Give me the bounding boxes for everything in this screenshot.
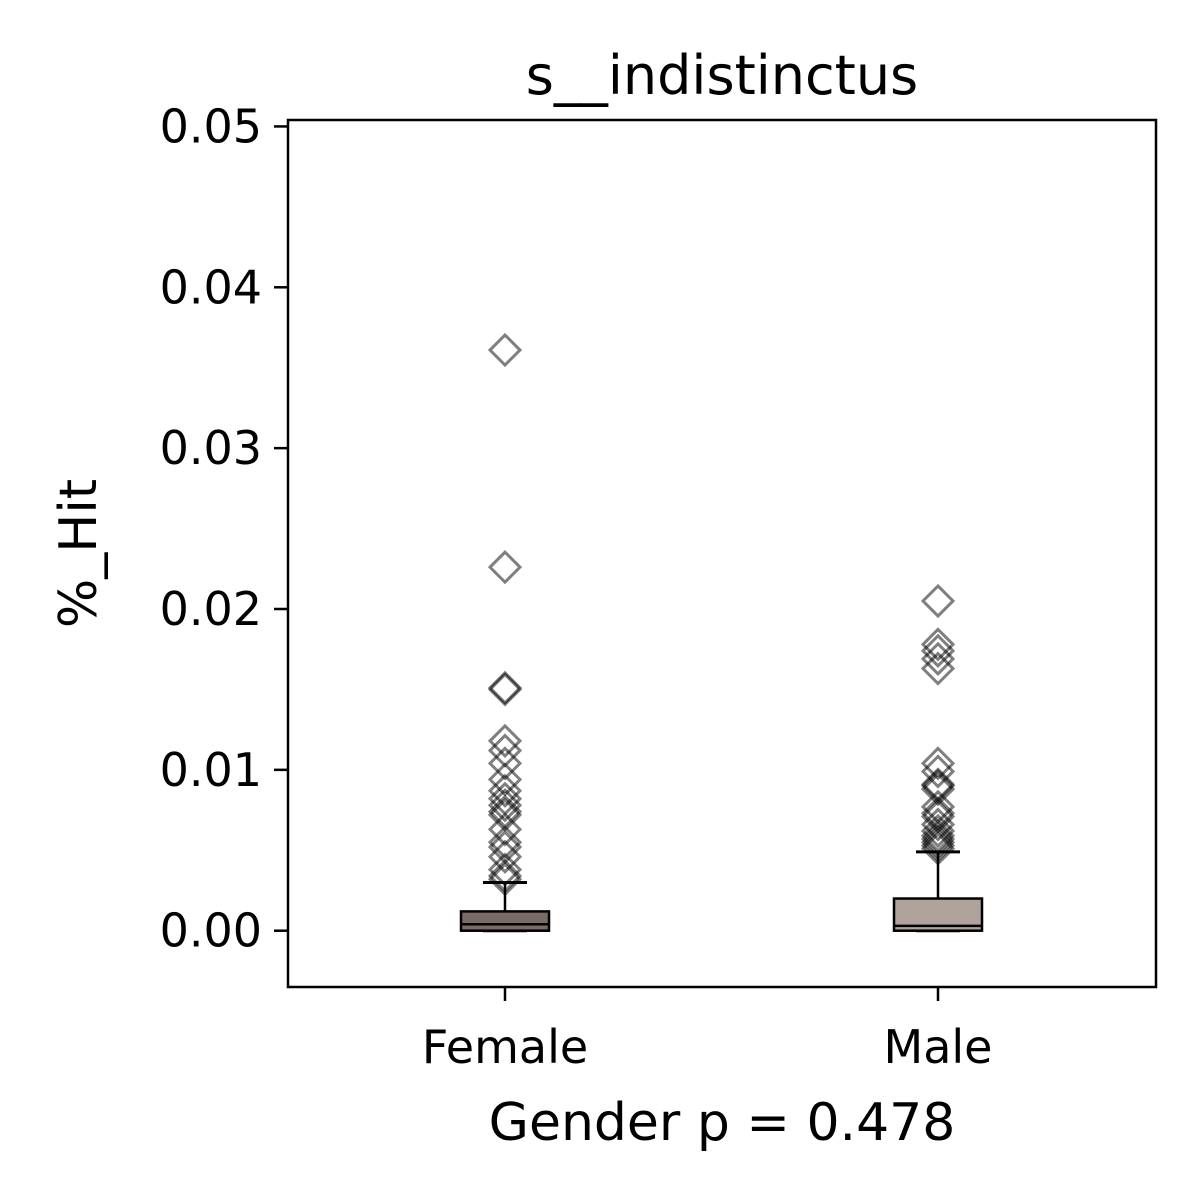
- outlier-point: [487, 812, 523, 847]
- outlier-point: [487, 670, 523, 705]
- outlier-point: [487, 797, 523, 833]
- y-tick-label: 0.04: [160, 260, 262, 314]
- outlier-point: [920, 746, 956, 781]
- outlier-point: [920, 627, 956, 662]
- outlier-point: [487, 773, 523, 808]
- y-tick-label: 0.01: [160, 743, 262, 797]
- y-tick-label: 0.02: [160, 582, 262, 636]
- y-tick-label: 0.05: [160, 99, 262, 153]
- outlier-point: [920, 651, 956, 686]
- box-group-male: [892, 583, 984, 933]
- box-body: [459, 910, 551, 932]
- x-axis-label: Gender p = 0.478: [489, 1093, 956, 1153]
- outlier-point: [920, 754, 956, 789]
- outlier-point: [920, 813, 956, 849]
- outlier-point: [920, 772, 956, 807]
- outlier-point: [487, 672, 523, 707]
- outlier-point: [487, 762, 523, 797]
- outlier-point: [920, 641, 956, 676]
- y-tick-label: 0.03: [160, 421, 262, 475]
- outlier-point: [487, 733, 523, 768]
- x-tick-label-male: Male: [884, 1020, 993, 1074]
- x-tick-label-female: Female: [422, 1020, 588, 1074]
- outlier-point: [487, 839, 523, 874]
- plot-marks: 0.00 0.01 0.02 0.03 0.04 0.05 Female Male: [160, 99, 993, 1074]
- outlier-point: [487, 550, 523, 585]
- plot-frame: [286, 118, 1158, 989]
- outlier-point: [920, 633, 956, 668]
- outlier-point: [920, 807, 956, 842]
- outlier-point: [487, 788, 523, 823]
- outlier-point: [487, 332, 523, 368]
- y-axis-label: %_Hit: [49, 479, 109, 628]
- box-group-female: [459, 332, 551, 933]
- chart-title: s__indistinctus: [526, 44, 918, 107]
- outlier-point: [487, 825, 523, 860]
- outlier-point: [487, 723, 523, 759]
- y-tick-label: 0.00: [160, 904, 262, 958]
- outlier-point: [920, 583, 956, 619]
- outlier-point: [487, 746, 523, 781]
